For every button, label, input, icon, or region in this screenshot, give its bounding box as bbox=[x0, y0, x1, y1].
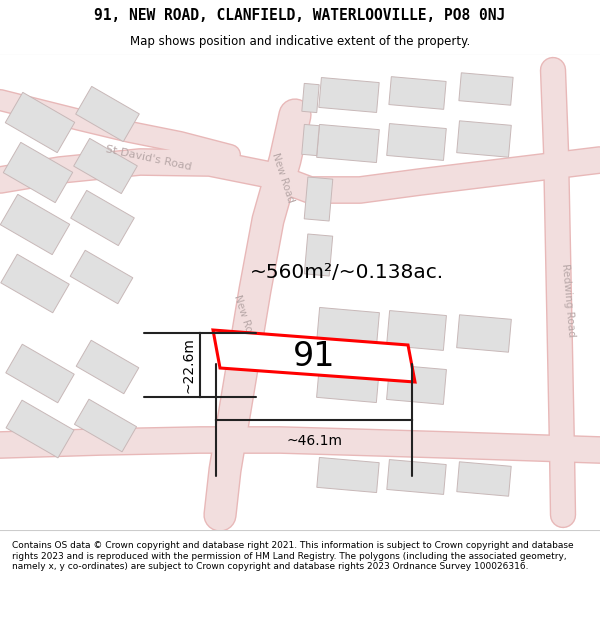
Bar bbox=[387, 124, 446, 161]
Bar bbox=[71, 191, 134, 246]
Bar bbox=[387, 459, 446, 494]
Bar bbox=[5, 92, 75, 152]
Text: ~46.1m: ~46.1m bbox=[286, 434, 342, 448]
Bar bbox=[317, 124, 379, 162]
Bar bbox=[389, 77, 446, 109]
Text: Redwing Road: Redwing Road bbox=[560, 263, 576, 337]
Polygon shape bbox=[213, 330, 415, 382]
Bar bbox=[76, 340, 139, 394]
Bar bbox=[302, 83, 319, 112]
Bar bbox=[459, 72, 513, 105]
Text: 91, NEW ROAD, CLANFIELD, WATERLOOVILLE, PO8 0NJ: 91, NEW ROAD, CLANFIELD, WATERLOOVILLE, … bbox=[94, 8, 506, 23]
Text: St David's Road: St David's Road bbox=[104, 144, 192, 172]
Text: Contains OS data © Crown copyright and database right 2021. This information is : Contains OS data © Crown copyright and d… bbox=[12, 541, 574, 571]
Bar bbox=[457, 462, 511, 496]
Bar bbox=[302, 124, 319, 156]
Bar bbox=[319, 78, 379, 112]
Text: 91: 91 bbox=[293, 340, 335, 372]
Text: ~22.6m: ~22.6m bbox=[182, 337, 196, 393]
Bar bbox=[76, 86, 139, 142]
Bar bbox=[6, 400, 74, 458]
Bar bbox=[74, 399, 137, 452]
Bar bbox=[0, 194, 70, 254]
Bar bbox=[1, 254, 69, 312]
Bar bbox=[386, 311, 446, 351]
Bar bbox=[457, 315, 511, 352]
Bar bbox=[457, 121, 511, 158]
Bar bbox=[317, 362, 379, 403]
Text: Map shows position and indicative extent of the property.: Map shows position and indicative extent… bbox=[130, 35, 470, 48]
Bar bbox=[304, 234, 332, 276]
Text: New Road: New Road bbox=[232, 294, 258, 346]
Bar bbox=[304, 177, 333, 221]
Bar bbox=[74, 138, 137, 194]
Bar bbox=[317, 308, 379, 348]
Text: New Road: New Road bbox=[270, 152, 296, 204]
Bar bbox=[3, 142, 73, 202]
Bar bbox=[6, 344, 74, 402]
Bar bbox=[317, 458, 379, 492]
Bar bbox=[386, 364, 446, 404]
Text: ~560m²/~0.138ac.: ~560m²/~0.138ac. bbox=[250, 262, 444, 281]
Bar bbox=[70, 250, 133, 304]
